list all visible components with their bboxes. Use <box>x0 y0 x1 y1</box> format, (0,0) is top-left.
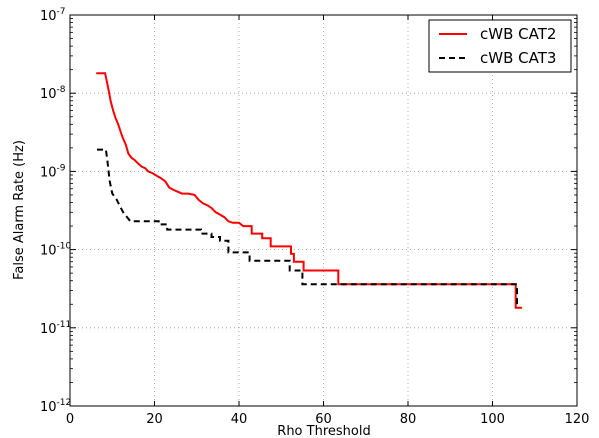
x-tick-label: 0 <box>66 412 74 427</box>
x-tick-label: 100 <box>480 412 505 427</box>
y-axis-label: False Alarm Rate (Hz) <box>12 140 27 280</box>
x-tick-label: 40 <box>231 412 248 427</box>
x-tick-label: 20 <box>146 412 163 427</box>
legend-label-cat2: cWB CAT2 <box>480 25 556 43</box>
x-axis-label: Rho Threshold <box>277 424 370 438</box>
x-tick-label: 120 <box>565 412 590 427</box>
legend: cWB CAT2 cWB CAT3 <box>429 20 571 72</box>
legend-label-cat3: cWB CAT3 <box>480 49 556 67</box>
x-tick-label: 80 <box>400 412 417 427</box>
